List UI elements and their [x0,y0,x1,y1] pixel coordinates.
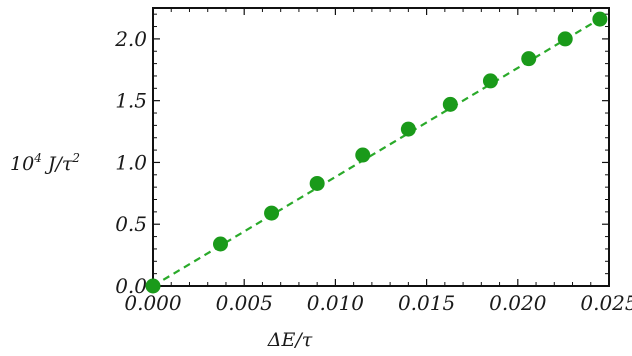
data-points [145,11,608,294]
data-point [482,73,498,89]
data-point [145,278,161,294]
y-axis-label: 104 J/τ2 [10,151,80,175]
data-point [355,147,371,163]
data-point [557,31,573,47]
data-point [592,11,608,27]
x-axis-ticks: 0.000 0.005 0.010 0.015 0.020 0.025 [124,8,632,315]
y-tick-label: 0.0 [115,274,147,298]
y-tick-label: 1.0 [115,150,147,174]
data-point [400,121,416,137]
x-tick-label: 0.020 [489,291,547,315]
y-tick-label: 0.5 [115,212,147,236]
x-tick-label: 0.010 [307,291,365,315]
plot-frame [152,7,610,287]
x-axis-label: ΔE/τ [267,329,313,351]
plot-border [152,7,610,287]
data-point [442,96,458,112]
x-tick-label: 0.025 [580,291,632,315]
x-tick-label: 0.000 [124,291,182,315]
data-point [212,236,228,252]
data-point [264,205,280,221]
data-point [521,51,537,67]
y-axis-ticks: 0.0 0.5 1.0 1.5 2.0 [114,13,609,298]
x-tick-label: 0.015 [398,291,455,315]
y-tick-label: 1.5 [115,89,147,113]
y-tick-label: 2.0 [114,27,147,51]
x-tick-label: 0.005 [216,291,273,315]
data-point [309,175,325,191]
